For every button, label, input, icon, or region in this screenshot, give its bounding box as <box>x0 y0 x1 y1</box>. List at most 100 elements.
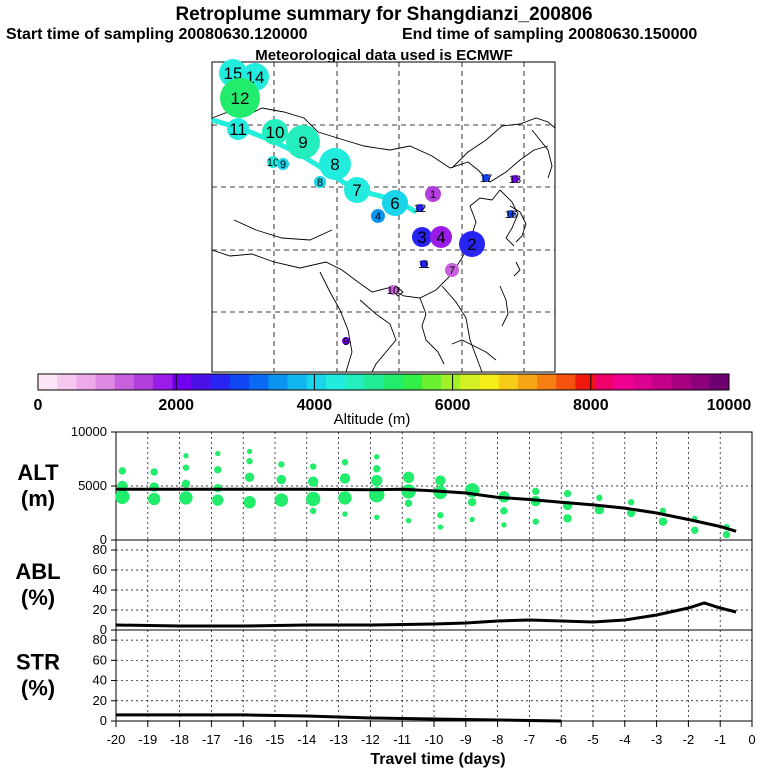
x-tick-label: -16 <box>234 732 253 747</box>
colorbar-swatch <box>498 374 519 390</box>
x-tick-label: -3 <box>651 732 663 747</box>
x-tick-label: -5 <box>587 732 599 747</box>
altitude-scatter-point <box>405 517 412 524</box>
alt-panel: 0 5000 10000 ALT(m) <box>17 424 753 547</box>
plume-point-marker <box>430 226 452 248</box>
colorbar-tick-label: 10000 <box>707 397 752 414</box>
altitude-scatter-point <box>437 511 444 519</box>
altitude-scatter-point <box>374 454 380 460</box>
colorbar-swatch <box>479 374 500 390</box>
colorbar-swatch <box>364 374 384 390</box>
altitude-scatter-point <box>278 461 285 468</box>
plume-point-marker <box>342 337 350 345</box>
x-tick-label: -15 <box>266 732 285 747</box>
altitude-scatter-point <box>722 530 731 539</box>
x-tick-label: -10 <box>425 732 444 747</box>
colorbar-axis-label: Altitude (m) <box>334 411 411 428</box>
colorbar-swatch <box>690 374 711 390</box>
colorbar-tick-label: 8000 <box>573 397 609 414</box>
plume-point-label: 17 <box>480 173 492 185</box>
str-fraction-line <box>116 713 562 723</box>
colorbar-swatch <box>249 374 269 390</box>
start-time-label: Start time of sampling 20080630.120000 <box>6 26 308 43</box>
panel-label: ALT <box>17 460 59 485</box>
abl-fraction-line <box>115 601 737 628</box>
altitude-scatter-point <box>182 464 190 471</box>
altitude-scatter-point <box>179 491 193 505</box>
y-tick-label: 40 <box>93 673 107 688</box>
plume-point-marker <box>277 158 289 170</box>
colorbar-swatch <box>460 374 480 390</box>
plume-point-label: 7 <box>449 265 455 277</box>
altitude-scatter-point <box>150 468 158 476</box>
altitude-scatter-point <box>212 494 224 506</box>
travel-time-axis: -20 -19 -18 -17 -16 -15 -14 -13 -12 -11 -10 -9 -8 -7-… <box>107 721 756 768</box>
plume-point-label: 2 <box>467 235 476 254</box>
altitude-scatter-point <box>402 471 415 484</box>
plume-point-marker <box>420 260 428 268</box>
y-tick-label: 0 <box>100 532 107 547</box>
altitude-scatter-point <box>274 493 289 507</box>
altitude-scatter-point <box>373 465 381 473</box>
y-tick-label: 0 <box>100 713 107 728</box>
altitude-scatter-point <box>147 492 161 506</box>
colorbar-swatch <box>114 374 135 390</box>
plume-point-marker <box>388 285 398 295</box>
x-tick-label: -13 <box>329 732 348 747</box>
altitude-scatter-point <box>309 463 317 470</box>
plume-point-marker <box>482 174 490 182</box>
altitude-scatter-point <box>627 499 635 506</box>
panel-unit-label: (%) <box>21 585 55 610</box>
plume-point-label: 4 <box>375 211 381 223</box>
colorbar-swatch <box>402 374 423 390</box>
plume-point-marker <box>425 186 441 202</box>
end-time-label: End time of sampling 20080630.150000 <box>402 26 698 43</box>
plume-point-label: 10 <box>267 157 279 169</box>
altitude-scatter-point <box>339 473 351 484</box>
altitude-scatter-point <box>404 499 413 507</box>
x-tick-label: -20 <box>107 732 126 747</box>
colorbar-swatch <box>95 374 116 390</box>
plume-point-label: 8 <box>330 155 339 174</box>
colorbar-swatch <box>38 374 58 390</box>
plume-point-marker <box>416 204 424 212</box>
altitude-scatter-point <box>244 472 255 483</box>
plume-point-marker <box>319 148 351 180</box>
chart-title: Retroplume summary for Shangdianzi_20080… <box>175 4 593 25</box>
y-tick-label: 40 <box>93 582 107 597</box>
altitude-scatter-point <box>309 507 317 515</box>
x-axis-title: Travel time (days) <box>370 751 505 768</box>
altitude-scatter-point <box>341 459 349 466</box>
altitude-scatter-point <box>563 514 572 523</box>
x-tick-label: -19 <box>138 732 157 747</box>
altitude-scatter-point <box>500 507 508 515</box>
altitude-scatter-point <box>532 487 540 496</box>
x-tick-label: -4 <box>619 732 631 747</box>
y-tick-label: 20 <box>93 602 107 617</box>
met-data-label: Meteorological data used is ECMWF <box>255 47 513 64</box>
colorbar-swatch <box>306 374 327 390</box>
plume-point-marker <box>511 175 519 183</box>
y-tick-label: 60 <box>93 652 107 667</box>
altitude-scatter-point <box>374 514 380 521</box>
altitude-scatter-point <box>115 489 130 504</box>
altitude-scatter-point <box>305 491 321 507</box>
y-tick-label: 80 <box>93 542 107 557</box>
colorbar-swatch <box>671 374 692 390</box>
colorbar-swatch <box>76 374 96 390</box>
x-tick-label: -14 <box>297 732 316 747</box>
y-tick-label: 60 <box>93 562 107 577</box>
x-tick-label: -2 <box>683 732 695 747</box>
plume-point-label: 16 <box>505 209 517 221</box>
colorbar-swatch <box>210 374 231 390</box>
colorbar-swatch <box>537 374 557 390</box>
altitude-scatter-point <box>246 457 253 465</box>
colorbar-swatch <box>594 374 615 390</box>
x-tick-label: -11 <box>393 732 411 747</box>
colorbar-swatch <box>287 374 308 390</box>
plume-point-label: 7 <box>352 181 361 200</box>
colorbar-swatch <box>441 374 461 390</box>
